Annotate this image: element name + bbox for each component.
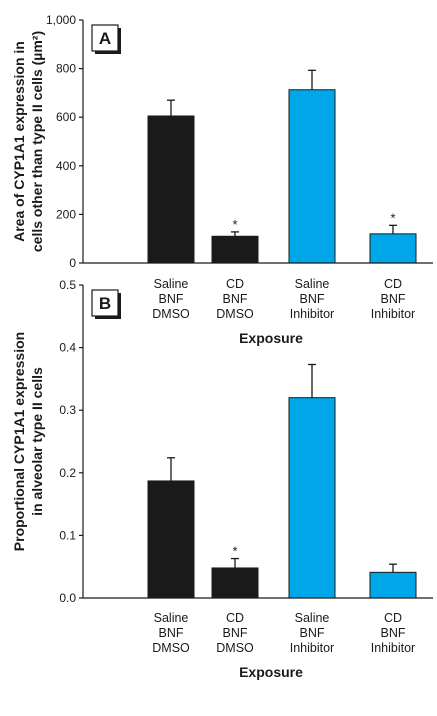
- panel-b: * 0.0 0.1 0.2 0.3 0.4 0.5 Saline BNF DMSO CD BNF DMS…: [11, 278, 433, 680]
- panel-b-ytick-label: 0.2: [59, 466, 76, 480]
- panel-b-category-label-4: CD BNF Inhibitor: [371, 611, 415, 655]
- panel-a-significance-2: *: [232, 217, 237, 232]
- panel-a-category-label-3: Saline BNF Inhibitor: [290, 277, 334, 321]
- panel-b-category-label-1: Saline BNF DMSO: [152, 611, 190, 655]
- panel-a: * * 0 200 400 600 800 1,000 Saline BNF DMSO CD BNF DM…: [11, 13, 433, 346]
- panel-b-y-axis-title-line-2: in alveolar type II cells: [29, 367, 45, 516]
- panel-a-significance-4: *: [390, 210, 395, 225]
- panel-b-label-box: [91, 289, 119, 317]
- panel-b-category-label-3: Saline BNF Inhibitor: [290, 611, 334, 655]
- panel-b-significance-2: *: [232, 544, 237, 559]
- panel-b-label: B: [99, 294, 111, 313]
- panel-b-ytick-label: 0.4: [59, 341, 76, 355]
- panel-a-y-axis-title-line-1: Area of CYP1A1 expression in: [11, 41, 27, 242]
- panel-b-bar-3: [288, 397, 336, 599]
- panel-b-ytick-label: 0.0: [59, 591, 76, 605]
- panel-a-category-label-4: CD BNF Inhibitor: [371, 277, 415, 321]
- panel-a-category-label-2: CD BNF DMSO: [216, 277, 254, 321]
- panel-b-ytick-label: 0.5: [59, 278, 76, 292]
- panel-a-category-label-1: Saline BNF DMSO: [152, 277, 190, 321]
- panel-b-bar-1: [147, 480, 195, 599]
- panel-b-ytick-label: 0.3: [59, 403, 76, 417]
- panel-a-ytick-label: 1,000: [46, 13, 76, 27]
- panel-a-bar-1: [147, 115, 195, 264]
- panel-b-ytick-label: 0.1: [59, 528, 76, 542]
- panel-a-ytick-label: 800: [56, 62, 76, 76]
- panel-b-x-axis-title: Exposure: [239, 664, 303, 680]
- panel-a-label-box: [91, 24, 119, 52]
- panel-a-ytick-label: 600: [56, 110, 76, 124]
- panel-b-bar-4: [369, 571, 417, 599]
- panel-b-bar-2: [211, 567, 259, 599]
- panel-a-ytick-label: 0: [69, 256, 76, 270]
- panel-b-category-label-2: CD BNF DMSO: [216, 611, 254, 655]
- panel-a-bar-3: [288, 89, 336, 264]
- panel-a-x-axis-title: Exposure: [239, 330, 303, 346]
- panel-a-label: A: [99, 29, 111, 48]
- panel-b-y-axis-title-line-1: Proportional CYP1A1 expression: [11, 332, 27, 551]
- panel-a-ytick-label: 200: [56, 207, 76, 221]
- panel-a-y-axis-title-line-2: cells other than type II cells (µm²): [29, 31, 45, 252]
- panel-a-bar-4: [369, 233, 417, 264]
- panel-a-bar-2: [211, 235, 259, 264]
- panel-a-ytick-label: 400: [56, 159, 76, 173]
